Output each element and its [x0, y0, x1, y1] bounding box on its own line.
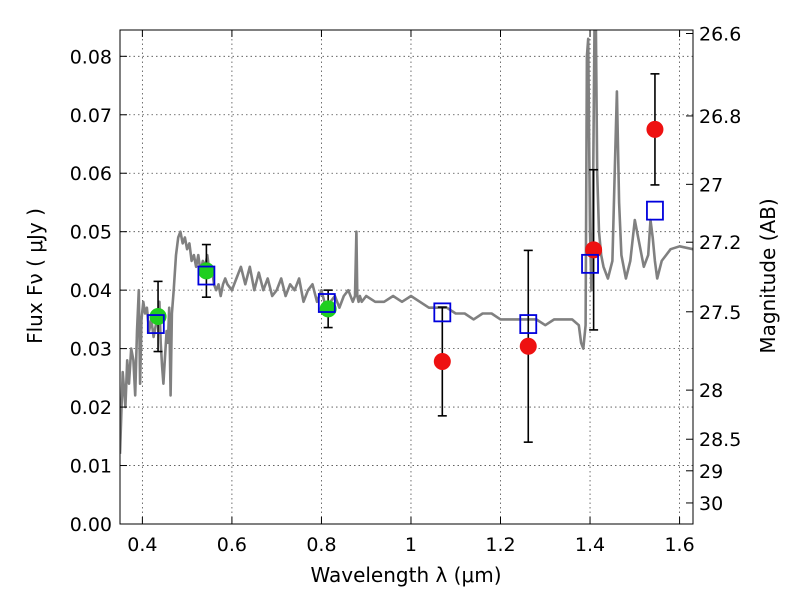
y2-tick-label: 27: [699, 174, 723, 196]
x-axis-label: Wavelength λ (μm): [310, 563, 501, 587]
model-square-point: [433, 302, 452, 323]
y2-axis-label: Magnitude (AB): [756, 198, 780, 353]
model-square-point: [197, 265, 216, 286]
y2-tick-label: 26.8: [699, 106, 741, 128]
x-tick-label: 1.4: [575, 534, 605, 556]
y2-tick-label: 28.5: [699, 429, 741, 451]
y-tick-label: 0.04: [70, 280, 112, 302]
red-point: [585, 241, 603, 259]
x-tick-label: 1: [405, 534, 417, 556]
x-tick-label: 1.6: [664, 534, 694, 556]
green-point: [149, 307, 167, 325]
tick-labels: 0.4 0.6 0.8 1 1.2 1.4 1.6 0.00 0.01 0.02 0.03 0.04 0…: [70, 24, 742, 556]
y2-tick-label: 30: [699, 493, 723, 515]
axis-ticks: [120, 30, 693, 525]
x-tick-label: 0.4: [127, 534, 157, 556]
model-spectrum: [120, 30, 693, 454]
y-tick-label: 0.06: [70, 163, 112, 185]
model-square-point: [646, 200, 664, 221]
y-tick-label: 0.03: [70, 339, 112, 361]
red-point: [646, 120, 664, 138]
model-spectrum-line: [120, 30, 693, 454]
model-square-point: [581, 253, 599, 274]
y2-tick-label: 27.5: [699, 302, 741, 324]
y-axis-label: Flux Fν ( μJy ): [23, 208, 47, 344]
plot-frame: [119, 29, 694, 525]
model-square-point: [317, 293, 336, 313]
y-tick-label: 0.00: [70, 514, 112, 536]
y-tick-label: 0.07: [70, 105, 112, 127]
green-point: [319, 300, 337, 318]
y-tick-label: 0.05: [70, 222, 112, 244]
y-tick-label: 0.08: [70, 46, 112, 68]
model-square-point: [519, 314, 538, 334]
y2-tick-label: 29: [699, 461, 723, 483]
y2-tick-label: 28: [699, 380, 723, 402]
y-tick-label: 0.02: [70, 397, 112, 419]
red-point: [433, 352, 451, 370]
photometry-points: [146, 73, 664, 443]
y2-tick-label: 26.6: [699, 24, 741, 46]
x-tick-label: 1.2: [485, 534, 515, 556]
x-tick-label: 0.6: [217, 534, 247, 556]
y2-tick-label: 27.2: [699, 232, 741, 254]
model-square-point: [146, 314, 165, 334]
x-tick-label: 0.8: [306, 534, 336, 556]
red-point: [519, 337, 537, 355]
y-tick-label: 0.01: [70, 456, 112, 478]
green-point: [197, 262, 215, 280]
